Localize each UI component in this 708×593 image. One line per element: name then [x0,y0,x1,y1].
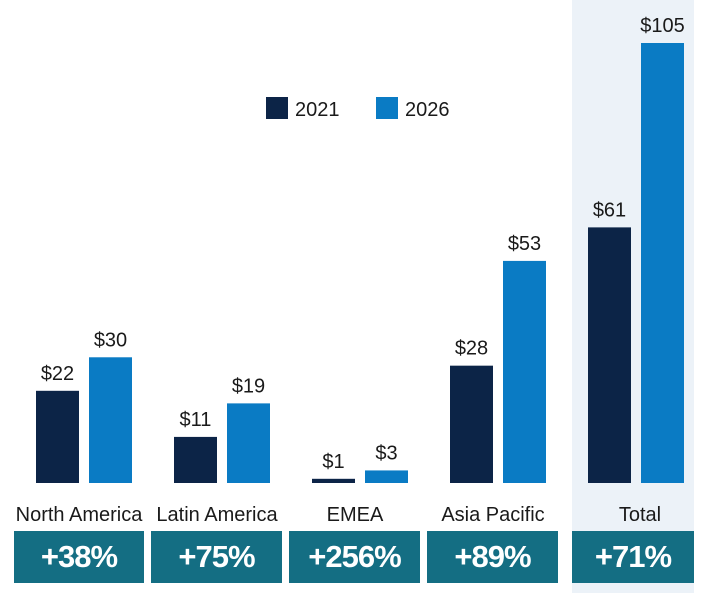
category-label-total: Total [619,504,661,526]
bar-north-america-2021 [36,390,79,483]
growth-badge-north-america: +38% [14,531,144,583]
bar-latin-america-2026 [227,403,270,483]
bar-total-2021 [588,227,631,483]
value-label-total-2026: $105 [640,15,685,37]
value-label-asia-pacific-2021: $28 [455,338,488,360]
value-label-emea-2021: $1 [322,451,344,473]
legend-label-2026: 2026 [405,99,450,121]
bar-emea-2026 [365,470,408,483]
growth-badge-emea: +256% [289,531,420,583]
value-label-total-2021: $61 [593,199,626,221]
growth-badge-latin-america: +75% [151,531,282,583]
legend-swatch-2026 [376,97,398,119]
category-label-emea: EMEA [327,504,384,526]
category-label-asia-pacific: Asia Pacific [441,504,544,526]
bar-total-2026 [641,43,684,483]
bar-emea-2021 [312,478,355,483]
bar-north-america-2026 [89,357,132,483]
bar-latin-america-2021 [174,436,217,483]
growth-badge-asia-pacific: +89% [427,531,558,583]
value-label-emea-2026: $3 [375,442,397,464]
value-label-asia-pacific-2026: $53 [508,233,541,255]
category-label-north-america: North America [16,504,144,526]
growth-badge-total: +71% [572,531,694,583]
value-label-north-america-2021: $22 [41,363,74,385]
category-label-latin-america: Latin America [156,504,278,526]
value-label-latin-america-2026: $19 [232,375,265,397]
legend-label-2021: 2021 [295,99,340,121]
bar-asia-pacific-2021 [450,365,493,483]
value-label-latin-america-2021: $11 [180,409,212,431]
legend-swatch-2021 [266,97,288,119]
bar-asia-pacific-2026 [503,260,546,483]
value-label-north-america-2026: $30 [94,329,127,351]
